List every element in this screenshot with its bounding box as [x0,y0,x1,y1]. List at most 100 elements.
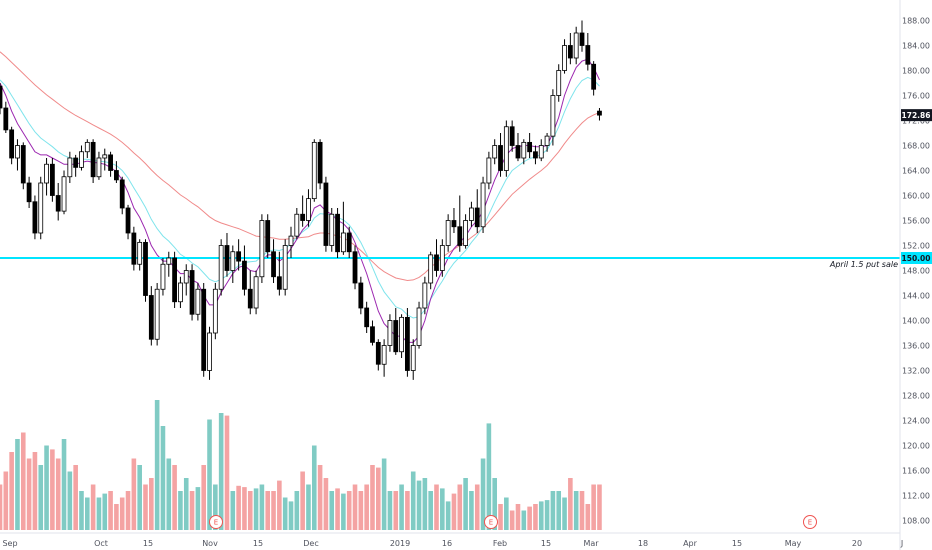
last-price-value: 172.86 [902,111,931,120]
price-tick-label: 112.00 [902,492,930,501]
price-tick-label: 168.00 [902,142,930,151]
time-tick-label: 20 [852,539,862,548]
candle-body [26,182,32,203]
volume-bar [329,491,335,530]
earnings-marker-label: E [214,519,218,527]
volume-bar [143,484,148,530]
volume-bar [341,493,346,530]
candle-body [189,270,195,315]
price-tick-label: 116.00 [902,467,930,476]
volume-bar [108,491,113,530]
earnings-marker-icon[interactable] [209,515,223,529]
volume-bar [32,452,38,530]
volume-bar [44,445,49,530]
volume-bar [85,497,90,530]
candle-body [498,145,503,171]
volume-bar [515,504,521,530]
volume-bar [265,491,271,530]
candle-body [544,135,550,146]
horizontal-line-150[interactable]: April 1.5 put sale [0,257,900,269]
price-axis[interactable]: 108.00 112.00 116.00 120.00 124.00 128.00 132.… [899,0,930,550]
price-tick-label: 176.00 [902,92,930,101]
volume-bar [224,415,230,530]
candle-body [527,141,533,153]
volume-bar [247,491,253,530]
candle-body [247,288,253,309]
volume-bar [376,467,381,530]
candle-body [178,282,183,303]
candle-body [521,141,527,159]
volume-bar [358,491,364,530]
candle-body [364,307,370,328]
volume-bar [79,491,84,530]
volume-bar [73,465,78,530]
candle-body [381,345,387,365]
volume-bar [288,501,294,530]
volume-bar [218,413,224,530]
candle-body [445,220,451,246]
earnings-marker-label: E [489,519,493,527]
candle-body [346,232,352,253]
volume-bar [26,458,32,530]
candle-body [387,320,393,346]
volume-bar [521,510,527,530]
candle-body [335,213,340,253]
time-tick-label: Sep [2,539,17,548]
volume-bar [416,480,422,530]
time-tick-label: 15 [541,539,551,548]
volume-bar [544,500,550,530]
candle-body [195,288,201,315]
last-price-tag [901,109,932,122]
volume-bar [405,491,410,530]
candle-body [0,85,3,109]
volume-bar [381,458,387,530]
time-tick-label: 18 [638,539,648,548]
volume-bar [137,465,142,530]
time-tick-label: Mar [583,539,599,548]
candle-body [73,157,79,168]
candle-body [20,145,26,184]
candle-body [90,141,96,178]
volume-bar [242,487,247,530]
volume-bar [282,497,288,530]
price-tick-label: 188.00 [902,17,930,26]
candle-body [172,257,178,303]
volume-bar [492,478,497,530]
candle-body [562,45,567,71]
volume-bar [533,504,538,530]
volume-bar [306,484,311,530]
volume-bar [195,487,201,530]
volume-bar [114,504,119,530]
price-tick-label: 180.00 [902,67,930,76]
volume-bar [277,480,282,530]
candle-body [434,254,439,271]
earnings-marker-icon[interactable] [803,515,817,529]
candle-body [428,254,434,284]
candle-body [218,245,224,290]
candle-body [515,145,521,159]
volume-bar [445,501,451,530]
volume-bar [346,491,352,530]
volume-bar [498,504,503,530]
candle-body [533,151,538,159]
volume-bar [230,491,236,530]
candle-body [469,207,474,221]
level-price-value: 150.00 [902,254,931,263]
volume-bar [90,484,96,530]
volume-bar [550,491,556,530]
candle-body [282,245,288,290]
volume-bar [61,439,67,530]
candle-body [451,220,457,228]
candle-body [9,129,15,159]
volume-bar [387,491,393,530]
earnings-marker-icon[interactable] [484,515,498,529]
price-tick-label: 156.00 [902,217,930,226]
volume-bar [573,491,579,530]
time-axis[interactable]: Sep Oct 15 Nov 15 Dec 2019 16 Feb 15 Mar 18 Apr 15 May… [0,532,903,548]
volume-bar [9,452,14,530]
volume-bar [323,478,329,530]
candle-body [352,251,358,284]
volume-bar [370,465,375,530]
